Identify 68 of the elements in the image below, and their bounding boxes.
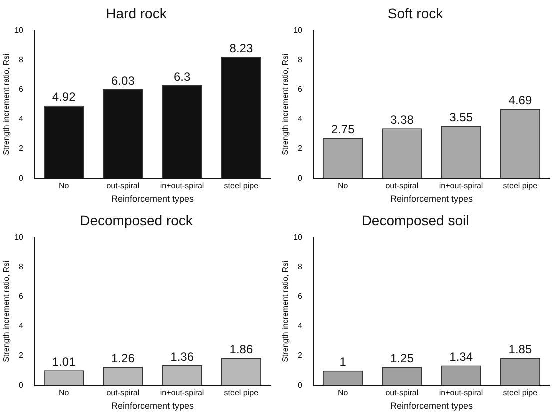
y-tick-label: 10 <box>294 26 304 36</box>
x-tick-label: steel pipe <box>224 182 260 191</box>
x-tick-label: steel pipe <box>503 182 538 191</box>
y-tick-label: 0 <box>19 380 24 390</box>
y-tick-label: 2 <box>298 144 304 154</box>
data-label: 3.55 <box>450 110 474 124</box>
y-axis-title: Strength increment ratio, Rsi <box>2 54 12 156</box>
x-axis-title: Reinforcement types <box>390 401 474 412</box>
y-tick-label: 0 <box>298 174 304 183</box>
data-label: 6.3 <box>174 70 191 84</box>
x-tick-label: in+out-spiral <box>439 182 484 191</box>
x-tick-label: in+out-spiral <box>439 388 484 398</box>
y-tick-label: 0 <box>298 380 304 390</box>
data-label: 4.69 <box>508 94 532 108</box>
y-tick-label: 10 <box>294 233 304 242</box>
x-axis-title: Reinforcement types <box>390 194 474 204</box>
y-axis-title: Strength increment ratio, Rsi <box>281 260 290 362</box>
x-axis-title: Reinforcement types <box>111 194 195 204</box>
y-tick-label: 10 <box>14 26 24 36</box>
y-tick-label: 6 <box>19 292 24 302</box>
chart-title: Soft rock <box>388 5 444 22</box>
chart-title: Hard rock <box>106 5 168 22</box>
chart-title: Decomposed rock <box>80 212 194 228</box>
y-tick-label: 8 <box>298 56 304 65</box>
data-label: 8.23 <box>230 41 254 56</box>
y-tick-label: 2 <box>19 144 24 154</box>
x-tick-label: No <box>338 388 349 398</box>
data-label: 6.03 <box>112 74 136 88</box>
x-tick-label: No <box>58 388 70 398</box>
x-tick-label: steel pipe <box>503 388 538 398</box>
x-tick-label: out-spiral <box>386 388 419 398</box>
data-label: 1.01 <box>52 354 76 369</box>
y-tick-label: 2 <box>298 351 304 360</box>
x-tick-label: steel pipe <box>224 388 260 398</box>
y-tick-label: 8 <box>298 262 304 272</box>
y-axis-title: Strength increment ratio, Rsi <box>281 54 290 156</box>
data-label: 1.85 <box>508 342 532 357</box>
data-label: 4.92 <box>52 90 76 104</box>
y-tick-label: 6 <box>19 85 24 94</box>
y-tick-label: 8 <box>19 56 24 65</box>
data-label: 1.36 <box>170 350 194 364</box>
x-tick-label: out-spiral <box>106 182 140 191</box>
y-tick-label: 2 <box>19 351 24 360</box>
data-label: 1 <box>340 355 347 370</box>
y-axis-title: Strength increment ratio, Rsi <box>2 260 12 362</box>
x-tick-label: No <box>338 182 349 191</box>
x-tick-label: in+out-spiral <box>160 388 204 398</box>
y-tick-label: 6 <box>298 292 304 302</box>
y-tick-label: 4 <box>298 114 304 124</box>
x-tick-label: out-spiral <box>386 182 419 191</box>
data-label: 2.75 <box>331 122 356 136</box>
data-label: 3.38 <box>390 112 414 127</box>
y-tick-label: 0 <box>19 174 24 183</box>
data-label: 1.26 <box>112 351 136 366</box>
data-label: 1.34 <box>450 350 474 364</box>
data-label: 1.25 <box>390 351 414 366</box>
x-axis-title: Reinforcement types <box>111 401 195 412</box>
y-tick-label: 8 <box>19 262 24 272</box>
x-tick-label: No <box>58 182 70 191</box>
y-tick-label: 6 <box>298 85 304 94</box>
x-tick-label: out-spiral <box>106 388 140 398</box>
data-label: 1.86 <box>230 342 254 356</box>
y-tick-label: 4 <box>19 114 24 124</box>
y-tick-label: 4 <box>19 322 24 331</box>
y-tick-label: 10 <box>14 233 24 242</box>
y-tick-label: 4 <box>298 322 304 331</box>
x-tick-label: in+out-spiral <box>160 182 204 191</box>
chart-title: Decomposed soil <box>362 212 470 228</box>
